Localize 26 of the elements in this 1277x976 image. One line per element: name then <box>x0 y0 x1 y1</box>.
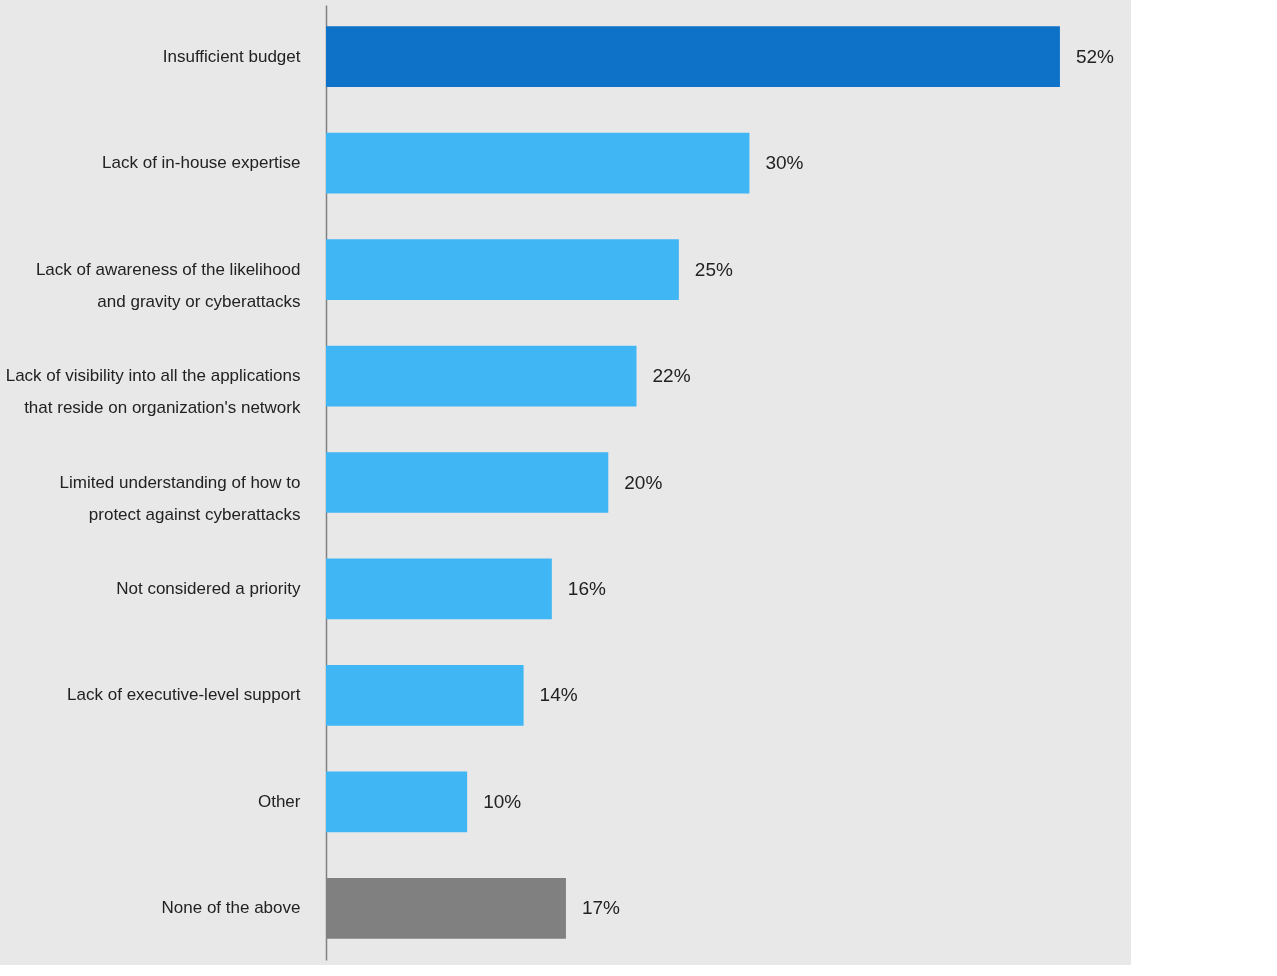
data-label: 52% <box>1075 45 1115 67</box>
y-tick-label: Lack of in-house expertise <box>102 153 301 173</box>
y-tick-label: Insufficient budget <box>162 46 301 66</box>
data-label: 22% <box>652 365 691 387</box>
y-tick-label: Lack of visibility into all the applications that reside on organization's network <box>5 366 301 418</box>
data-label: 14% <box>539 684 578 706</box>
bar <box>326 345 637 407</box>
bar <box>326 771 468 833</box>
data-label: 20% <box>624 471 663 493</box>
y-tick-label: Limited understanding of how to protect against cyberattacks <box>59 472 301 524</box>
data-label: 17% <box>581 897 621 919</box>
y-tick-label: Other <box>257 791 301 811</box>
data-label: 10% <box>483 790 522 812</box>
y-tick-label: Lack of executive-level support <box>67 685 301 705</box>
bar <box>326 558 552 620</box>
y-tick-label: None of the above <box>161 898 301 918</box>
bar <box>326 452 609 513</box>
bar <box>326 26 1060 87</box>
bar <box>326 239 679 300</box>
y-tick-label: Not considered a priority <box>116 578 301 598</box>
data-label: 16% <box>567 577 606 599</box>
bar <box>326 665 524 726</box>
y-tick-label: Lack of awareness of the likelihood and gravity or cyberattacks <box>35 259 301 311</box>
data-label: 25% <box>694 258 733 280</box>
bar <box>326 132 750 194</box>
data-label: 30% <box>765 152 804 174</box>
